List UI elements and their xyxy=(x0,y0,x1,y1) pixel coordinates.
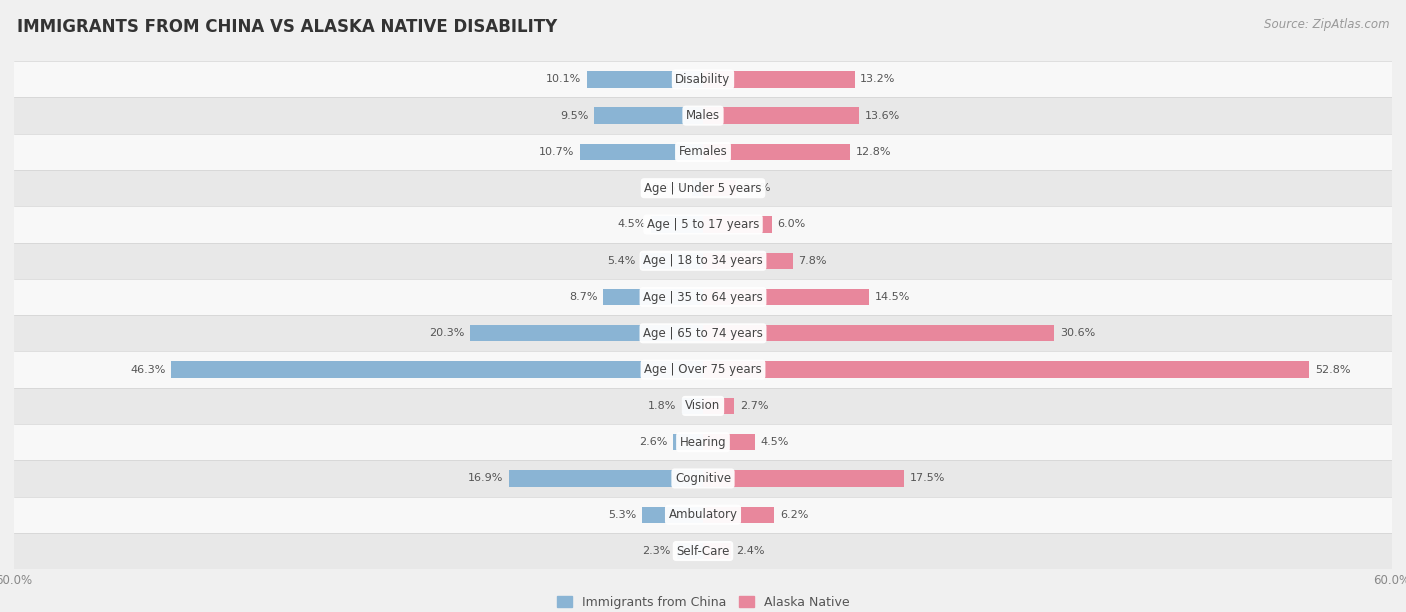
Bar xyxy=(14,460,1392,496)
Text: 16.9%: 16.9% xyxy=(468,474,503,483)
Text: Vision: Vision xyxy=(685,400,721,412)
Bar xyxy=(14,206,1392,242)
Bar xyxy=(14,388,1392,424)
Text: Age | 65 to 74 years: Age | 65 to 74 years xyxy=(643,327,763,340)
Bar xyxy=(14,315,1392,351)
Bar xyxy=(509,470,703,487)
Bar xyxy=(703,362,1309,378)
Text: Females: Females xyxy=(679,146,727,159)
Text: 10.7%: 10.7% xyxy=(538,147,575,157)
Bar xyxy=(703,289,869,305)
Text: 6.0%: 6.0% xyxy=(778,220,806,230)
Text: Cognitive: Cognitive xyxy=(675,472,731,485)
Bar xyxy=(703,543,731,559)
Bar xyxy=(682,398,703,414)
Bar xyxy=(14,61,1392,97)
Bar xyxy=(703,253,793,269)
Bar xyxy=(703,108,859,124)
Text: 14.5%: 14.5% xyxy=(875,292,911,302)
Text: 8.7%: 8.7% xyxy=(569,292,598,302)
Bar xyxy=(703,507,775,523)
Bar xyxy=(14,242,1392,279)
Text: Age | Under 5 years: Age | Under 5 years xyxy=(644,182,762,195)
Text: 2.3%: 2.3% xyxy=(643,546,671,556)
Text: IMMIGRANTS FROM CHINA VS ALASKA NATIVE DISABILITY: IMMIGRANTS FROM CHINA VS ALASKA NATIVE D… xyxy=(17,18,557,36)
Text: Age | 35 to 64 years: Age | 35 to 64 years xyxy=(643,291,763,304)
Text: 2.7%: 2.7% xyxy=(740,401,768,411)
Text: 10.1%: 10.1% xyxy=(546,74,581,84)
Bar xyxy=(651,216,703,233)
Text: 2.4%: 2.4% xyxy=(737,546,765,556)
Text: 1.8%: 1.8% xyxy=(648,401,676,411)
Bar xyxy=(703,325,1054,341)
Bar xyxy=(703,470,904,487)
Bar xyxy=(703,144,851,160)
Text: 46.3%: 46.3% xyxy=(131,365,166,375)
Text: Hearing: Hearing xyxy=(679,436,727,449)
Bar xyxy=(703,216,772,233)
Text: 17.5%: 17.5% xyxy=(910,474,945,483)
Bar xyxy=(703,398,734,414)
Text: 4.5%: 4.5% xyxy=(761,437,789,447)
Bar xyxy=(581,144,703,160)
Bar xyxy=(14,279,1392,315)
Bar xyxy=(703,180,737,196)
Text: 30.6%: 30.6% xyxy=(1060,328,1095,338)
Text: 2.9%: 2.9% xyxy=(742,183,770,193)
Text: 7.8%: 7.8% xyxy=(799,256,827,266)
Bar xyxy=(603,289,703,305)
Bar xyxy=(172,362,703,378)
Text: Ambulatory: Ambulatory xyxy=(668,508,738,521)
Bar xyxy=(588,71,703,88)
Bar xyxy=(14,97,1392,134)
Text: 52.8%: 52.8% xyxy=(1315,365,1351,375)
Text: 20.3%: 20.3% xyxy=(429,328,464,338)
Text: 6.2%: 6.2% xyxy=(780,510,808,520)
Text: Age | 5 to 17 years: Age | 5 to 17 years xyxy=(647,218,759,231)
Bar xyxy=(643,507,703,523)
Text: Age | Over 75 years: Age | Over 75 years xyxy=(644,363,762,376)
Text: Disability: Disability xyxy=(675,73,731,86)
Bar xyxy=(14,351,1392,388)
Text: Males: Males xyxy=(686,109,720,122)
Text: 4.5%: 4.5% xyxy=(617,220,645,230)
Text: Source: ZipAtlas.com: Source: ZipAtlas.com xyxy=(1264,18,1389,31)
Bar xyxy=(14,170,1392,206)
Bar xyxy=(593,108,703,124)
Text: 12.8%: 12.8% xyxy=(856,147,891,157)
Bar xyxy=(14,533,1392,569)
Text: 13.6%: 13.6% xyxy=(865,111,900,121)
Bar xyxy=(641,253,703,269)
Bar xyxy=(692,180,703,196)
Bar xyxy=(673,434,703,450)
Text: 5.4%: 5.4% xyxy=(607,256,636,266)
Bar xyxy=(703,434,755,450)
Text: 5.3%: 5.3% xyxy=(609,510,637,520)
Bar xyxy=(14,496,1392,533)
Text: 13.2%: 13.2% xyxy=(860,74,896,84)
Text: Self-Care: Self-Care xyxy=(676,545,730,558)
Legend: Immigrants from China, Alaska Native: Immigrants from China, Alaska Native xyxy=(551,591,855,612)
Bar xyxy=(470,325,703,341)
Text: 0.96%: 0.96% xyxy=(651,183,686,193)
Bar xyxy=(14,134,1392,170)
Bar xyxy=(676,543,703,559)
Text: Age | 18 to 34 years: Age | 18 to 34 years xyxy=(643,254,763,267)
Bar xyxy=(703,71,855,88)
Text: 2.6%: 2.6% xyxy=(640,437,668,447)
Bar xyxy=(14,424,1392,460)
Text: 9.5%: 9.5% xyxy=(560,111,588,121)
